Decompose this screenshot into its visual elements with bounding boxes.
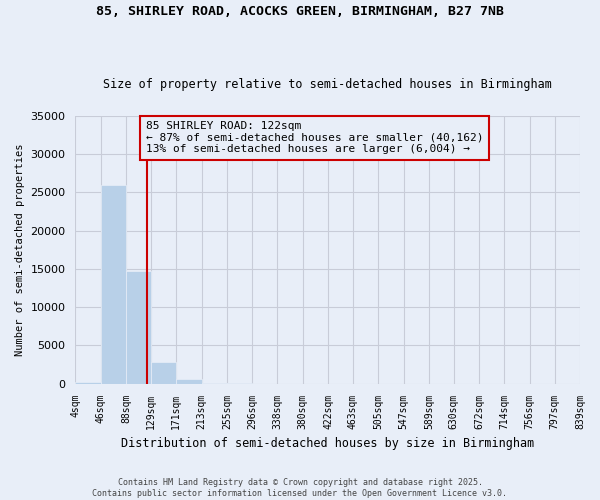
Bar	[126, 271, 151, 384]
Title: Size of property relative to semi-detached houses in Birmingham: Size of property relative to semi-detach…	[103, 78, 552, 91]
Bar	[202, 383, 227, 384]
Text: 85 SHIRLEY ROAD: 122sqm
← 87% of semi-detached houses are smaller (40,162)
13% o: 85 SHIRLEY ROAD: 122sqm ← 87% of semi-de…	[146, 121, 484, 154]
Text: Contains HM Land Registry data © Crown copyright and database right 2025.
Contai: Contains HM Land Registry data © Crown c…	[92, 478, 508, 498]
Bar	[76, 382, 101, 384]
X-axis label: Distribution of semi-detached houses by size in Birmingham: Distribution of semi-detached houses by …	[121, 437, 535, 450]
Text: 85, SHIRLEY ROAD, ACOCKS GREEN, BIRMINGHAM, B27 7NB: 85, SHIRLEY ROAD, ACOCKS GREEN, BIRMINGH…	[96, 5, 504, 18]
Bar	[176, 379, 202, 384]
Bar	[101, 184, 126, 384]
Y-axis label: Number of semi-detached properties: Number of semi-detached properties	[15, 144, 25, 356]
Bar	[151, 362, 176, 384]
